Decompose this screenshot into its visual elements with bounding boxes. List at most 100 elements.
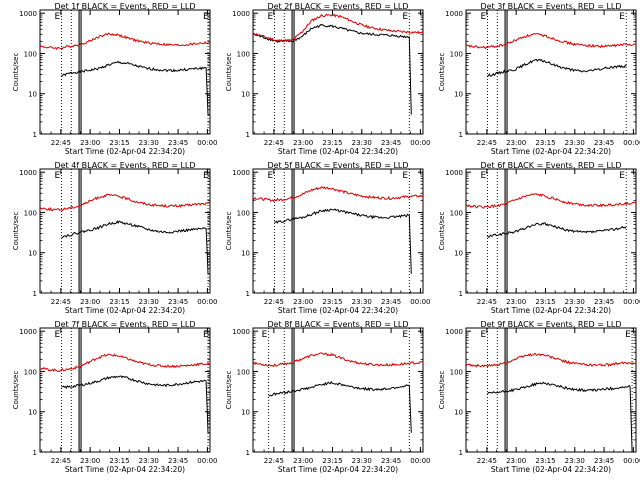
series-lld-line — [39, 353, 211, 373]
x-tick-label: 23:00 — [506, 457, 526, 465]
y-axis-label: Counts/sec — [12, 371, 20, 410]
eclipse-flag: E — [402, 330, 408, 340]
x-tick-label: 23:30 — [352, 298, 372, 306]
y-tick-label: 1 — [246, 290, 250, 298]
series-events-line — [61, 220, 209, 274]
x-tick-label: 23:00 — [80, 139, 100, 147]
x-tick-label: 23:30 — [352, 457, 372, 465]
plot-frame — [465, 327, 637, 453]
x-tick-label: 00:00 — [623, 298, 640, 306]
panel-title: Det 6f BLACK = Events, RED = LLD — [480, 161, 621, 170]
y-tick-label: 10 — [28, 409, 37, 417]
x-tick-label: 23:15 — [535, 298, 555, 306]
x-axis-label: Start Time (02-Apr-04 22:34:20) — [278, 147, 398, 156]
x-tick-label: 23:00 — [293, 139, 313, 147]
y-tick-label: 1 — [459, 449, 463, 457]
y-tick-label: 1000 — [19, 328, 37, 336]
y-tick-label: 1 — [246, 449, 250, 457]
eclipse-flag: E — [203, 171, 209, 181]
x-tick-label: 23:30 — [352, 139, 372, 147]
y-axis-label: Counts/sec — [438, 212, 446, 251]
y-axis-label: Counts/sec — [225, 212, 233, 251]
panel-title: Det 9f BLACK = Events, RED = LLD — [480, 320, 621, 329]
x-axis-label: Start Time (02-Apr-04 22:34:20) — [278, 465, 398, 474]
x-tick-label: 23:30 — [139, 298, 159, 306]
x-tick-label: 23:45 — [381, 457, 401, 465]
panel-title: Det 7f BLACK = Events, RED = LLD — [54, 320, 195, 329]
series-events-line — [268, 380, 412, 433]
y-tick-label: 1000 — [232, 10, 250, 18]
y-tick-label: 100 — [24, 50, 37, 58]
x-axis-label: Start Time (02-Apr-04 22:34:20) — [65, 465, 185, 474]
x-tick-label: 00:00 — [623, 457, 640, 465]
plot-frame — [39, 9, 211, 135]
x-tick-label: 00:00 — [410, 457, 430, 465]
x-tick-label: 23:30 — [565, 298, 585, 306]
x-tick-label: 22:45 — [264, 139, 284, 147]
x-tick-label: 23:45 — [381, 139, 401, 147]
x-tick-label: 22:45 — [51, 139, 71, 147]
x-tick-label: 22:45 — [51, 298, 71, 306]
y-axis-label: Counts/sec — [12, 53, 20, 92]
x-tick-label: 00:00 — [410, 139, 430, 147]
panel-det-1: Det 1f BLACK = Events, RED = LLD 1 10 100 10… — [12, 2, 217, 156]
y-tick-label: 1000 — [445, 169, 463, 177]
y-tick-label: 100 — [450, 209, 463, 217]
y-tick-label: 1 — [459, 131, 463, 139]
x-tick-label: 23:00 — [506, 298, 526, 306]
y-tick-label: 1 — [459, 290, 463, 298]
x-tick-label: 23:00 — [293, 298, 313, 306]
y-tick-label: 100 — [24, 368, 37, 376]
y-tick-label: 1000 — [445, 328, 463, 336]
eclipse-flag: E — [267, 12, 273, 22]
y-tick-label: 100 — [237, 50, 250, 58]
eclipse-flag: E — [619, 171, 625, 181]
x-tick-label: 00:00 — [623, 139, 640, 147]
y-tick-label: 10 — [28, 250, 37, 258]
x-tick-label: 23:15 — [535, 457, 555, 465]
y-axis-label: Counts/sec — [225, 53, 233, 92]
eclipse-flag: E — [619, 12, 625, 22]
eclipse-flag: E — [402, 171, 408, 181]
y-tick-label: 100 — [450, 50, 463, 58]
series-lld-line — [465, 193, 637, 209]
x-tick-label: 23:15 — [322, 298, 342, 306]
panel-title: Det 1f BLACK = Events, RED = LLD — [54, 2, 195, 11]
y-tick-label: 10 — [241, 409, 250, 417]
eclipse-flag: E — [54, 12, 60, 22]
y-tick-label: 1 — [33, 449, 37, 457]
y-tick-label: 1000 — [19, 169, 37, 177]
panel-title: Det 5f BLACK = Events, RED = LLD — [267, 161, 408, 170]
series-lld-line — [465, 32, 637, 50]
x-tick-label: 00:00 — [410, 298, 430, 306]
series-lld-line — [252, 186, 424, 203]
panel-det-6: Det 6f BLACK = Events, RED = LLD 1 10 100 10… — [438, 161, 640, 315]
x-tick-label: 22:45 — [477, 139, 497, 147]
x-tick-label: 23:15 — [535, 139, 555, 147]
x-tick-label: 23:15 — [322, 139, 342, 147]
x-tick-label: 23:30 — [565, 139, 585, 147]
series-events-line — [487, 58, 627, 77]
eclipse-flag: E — [54, 330, 60, 340]
panel-det-5: Det 5f BLACK = Events, RED = LLD 1 10 100 10… — [225, 161, 430, 315]
x-tick-label: 23:15 — [109, 457, 129, 465]
series-events-line — [487, 222, 627, 239]
x-tick-label: 23:00 — [506, 139, 526, 147]
x-tick-label: 00:00 — [197, 298, 217, 306]
panel-det-9: Det 9f BLACK = Events, RED = LLD 1 10 100 10… — [438, 320, 640, 474]
panel-det-7: Det 7f BLACK = Events, RED = LLD 1 10 100 10… — [12, 320, 217, 474]
x-tick-label: 22:45 — [477, 457, 497, 465]
series-events-line — [274, 208, 412, 274]
x-tick-label: 23:45 — [594, 457, 614, 465]
y-tick-label: 10 — [454, 91, 463, 99]
y-tick-label: 10 — [28, 91, 37, 99]
x-tick-label: 23:15 — [322, 457, 342, 465]
series-lld-line — [252, 13, 424, 43]
y-tick-label: 1000 — [232, 328, 250, 336]
x-tick-label: 00:00 — [197, 457, 217, 465]
panel-title: Det 3f BLACK = Events, RED = LLD — [480, 2, 621, 11]
y-tick-label: 1 — [246, 131, 250, 139]
y-tick-label: 10 — [454, 409, 463, 417]
x-axis-label: Start Time (02-Apr-04 22:34:20) — [278, 306, 398, 315]
eclipse-flag: E — [480, 171, 486, 181]
